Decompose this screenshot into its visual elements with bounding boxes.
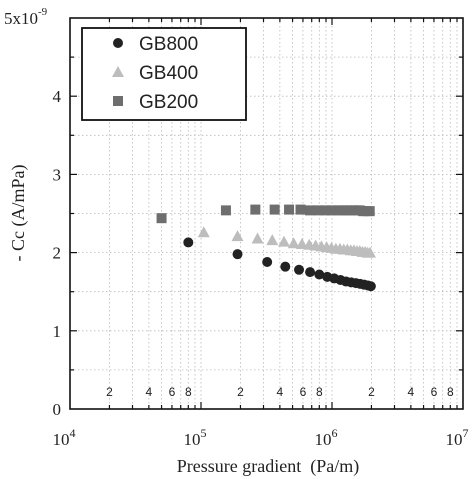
y-tick-label: 1 [53,322,62,341]
x-tick-exponent: 4 [70,426,76,440]
gb400-point [295,237,308,249]
x-minor-tick-label: 4 [146,385,153,399]
x-tick-base: 10 [446,430,463,449]
gb800-point [232,249,243,260]
gb200-point [295,204,306,215]
x-minor-tick-label: 8 [185,385,192,399]
gb400-point [231,230,244,242]
x-minor-tick-label: 2 [237,385,244,399]
x-minor-tick-label: 8 [316,385,323,399]
x-minor-tick-label: 6 [300,385,307,399]
x-tick-exponent: 7 [463,426,469,440]
x-tick-base: 10 [53,430,70,449]
x-minor-tick-label: 6 [431,385,438,399]
y-tick-label: 2 [53,244,62,263]
legend-gb800-marker [113,38,123,48]
gb400-point [277,235,290,247]
y-axis-title: - Cc (A/mPa) [8,165,29,262]
x-tick-exponent: 6 [332,426,338,440]
gb400-point [197,226,210,238]
legend-gb200-marker [113,96,123,106]
y-tick-label: 4 [53,87,62,106]
gb800-point [365,281,376,292]
x-tick-exponent: 5 [201,426,207,440]
x-axis-title: Pressure gradient (Pa/m) [177,456,359,477]
x-minor-tick-label: 2 [368,385,375,399]
gb200-point [326,205,337,216]
gb400-point [363,246,376,258]
gb400-point [287,237,300,249]
data-points [156,204,376,292]
y-tick-label: 3 [53,165,62,184]
y-multiplier-exponent: -9 [38,6,48,18]
series-gb800 [183,237,376,292]
y-multiplier-label: 5x10-9 [4,6,48,28]
x-minor-tick-label: 6 [169,385,176,399]
x-minor-tick-label: 2 [106,385,113,399]
gb800-point [305,267,316,278]
gb200-point [156,213,167,224]
x-minor-tick-label: 4 [408,385,415,399]
legend-box [81,27,247,121]
legend-label: GB200 [139,92,198,113]
gb200-point [313,205,324,216]
gb800-point [280,261,291,272]
x-minor-tick-label: 4 [277,385,284,399]
legend-label: GB400 [139,63,198,84]
gb800-point [294,264,305,275]
gb200-point [269,204,280,215]
legend: GB800 GB400 GB200 [81,27,247,121]
x-major-tick-label: 105 [184,426,207,449]
gb200-point [320,205,331,216]
gb800-point [314,269,325,280]
gb400-point [266,234,279,246]
gb200-point [305,205,316,216]
x-major-tick-label: 104 [53,426,76,449]
x-tick-base: 10 [315,430,332,449]
x-minor-tick-label: 8 [447,385,454,399]
gb200-point [364,206,375,217]
y-tick-label: 0 [53,400,62,419]
gb400-point [251,232,264,244]
x-tick-base: 10 [184,430,201,449]
series-gb200 [156,204,375,224]
gb800-point [262,256,273,267]
gb200-point [284,204,295,215]
gb200-point [332,205,343,216]
gb200-point [220,205,231,216]
legend-gb400-marker [112,66,124,77]
gb800-point [183,237,194,248]
gb200-point [250,204,261,215]
x-major-tick-label: 106 [315,426,338,449]
legend-label: GB800 [139,34,198,55]
x-major-tick-label: 107 [446,426,469,449]
series-gb400 [197,226,376,258]
